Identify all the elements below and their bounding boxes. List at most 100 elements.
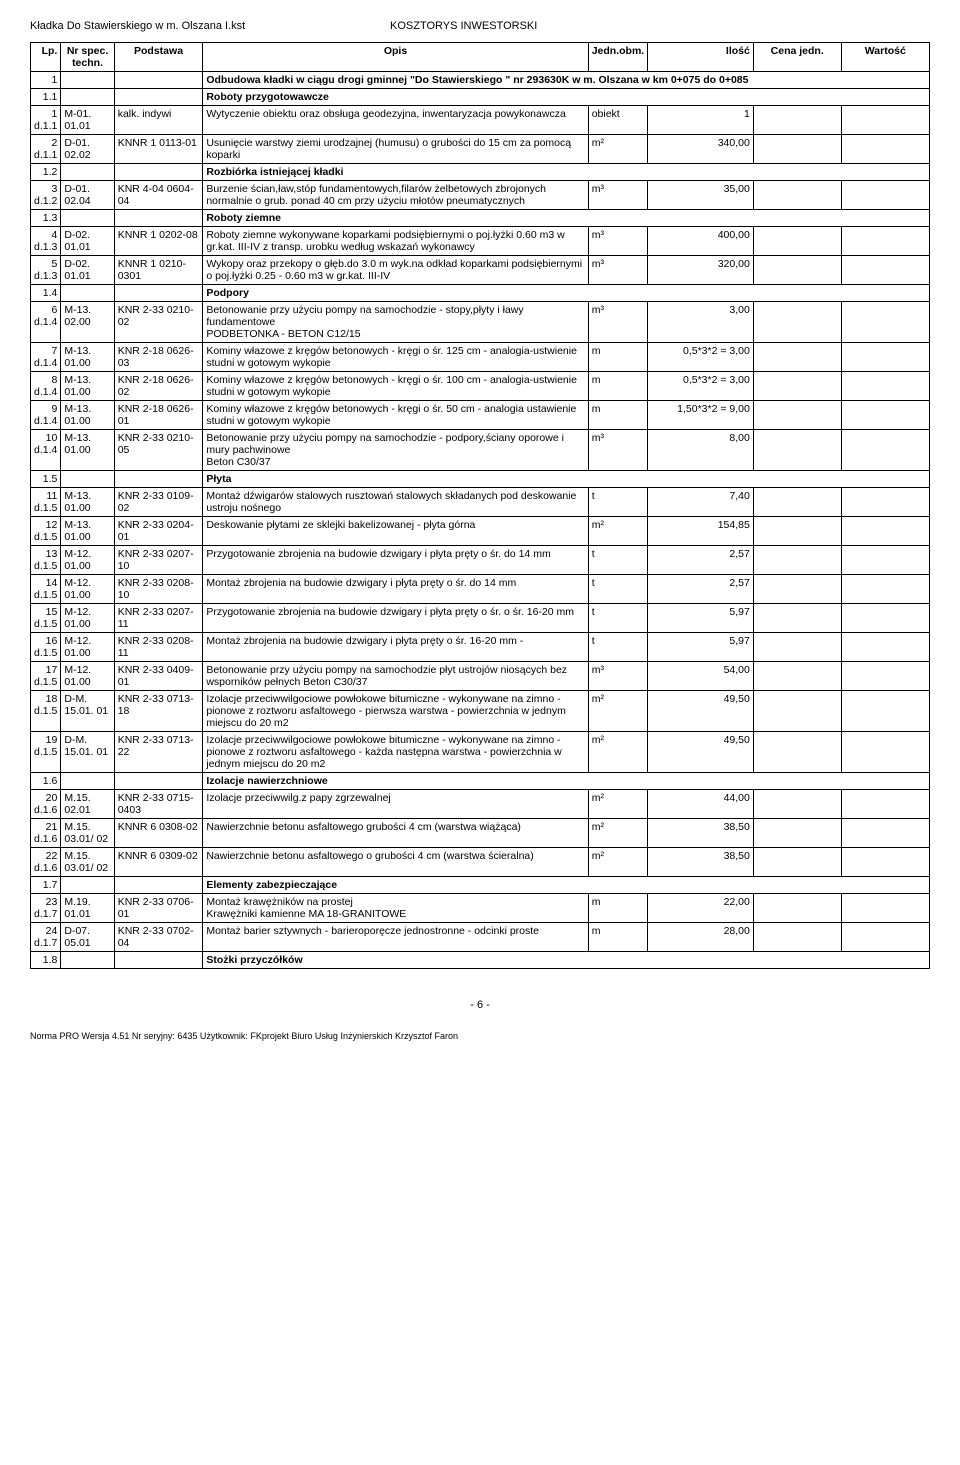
cell-nr: M-12. 01.00: [61, 575, 114, 604]
cell-wartosc: [841, 546, 929, 575]
cell-wartosc: [841, 604, 929, 633]
cell-lp: 13 d.1.5: [31, 546, 61, 575]
cell-lp: 7 d.1.4: [31, 343, 61, 372]
table-row: 20 d.1.6M.15. 02.01KNR 2-33 0715-0403Izo…: [31, 790, 930, 819]
cell-podstawa: kalk. indywi: [114, 106, 203, 135]
table-row: 18 d.1.5D-M. 15.01. 01KNR 2-33 0713-18Iz…: [31, 691, 930, 732]
cell-cena: [753, 575, 841, 604]
cell-cena: [753, 923, 841, 952]
cell-nr: M-12. 01.00: [61, 546, 114, 575]
cell-lp: 17 d.1.5: [31, 662, 61, 691]
cell-podstawa: KNR 2-33 0409-01: [114, 662, 203, 691]
cell-jedn: t: [588, 604, 648, 633]
cell-opis: Izolacje nawierzchniowe: [203, 773, 930, 790]
cell-nr: [61, 210, 114, 227]
cell-nr: M-13. 01.00: [61, 343, 114, 372]
table-row: 24 d.1.7D-07. 05.01KNR 2-33 0702-04Monta…: [31, 923, 930, 952]
cell-cena: [753, 106, 841, 135]
cell-podstawa: KNR 2-33 0204-01: [114, 517, 203, 546]
cell-nr: M-01. 01.01: [61, 106, 114, 135]
cell-nr: M-13. 01.00: [61, 401, 114, 430]
cell-lp: 14 d.1.5: [31, 575, 61, 604]
cell-opis: Montaż dźwigarów stalowych rusztowań sta…: [203, 488, 588, 517]
table-row: 1.6Izolacje nawierzchniowe: [31, 773, 930, 790]
header-left: Kładka Do Stawierskiego w m. Olszana I.k…: [30, 20, 390, 32]
cell-cena: [753, 633, 841, 662]
cell-nr: D-M. 15.01. 01: [61, 732, 114, 773]
cell-podstawa: [114, 72, 203, 89]
cell-nr: M-13. 01.00: [61, 372, 114, 401]
cell-jedn: t: [588, 633, 648, 662]
cell-nr: [61, 877, 114, 894]
cell-podstawa: KNR 2-33 0715-0403: [114, 790, 203, 819]
cell-nr: D-M. 15.01. 01: [61, 691, 114, 732]
cell-ilosc: 5,97: [648, 633, 754, 662]
cell-podstawa: KNNR 1 0210-0301: [114, 256, 203, 285]
table-row: 1 d.1.1M-01. 01.01kalk. indywiWytyczenie…: [31, 106, 930, 135]
cell-ilosc: 49,50: [648, 732, 754, 773]
col-wart: Wartość: [841, 43, 929, 72]
col-jedn: Jedn.obm.: [588, 43, 648, 72]
table-row: 1.2Rozbiórka istniejącej kładki: [31, 164, 930, 181]
cell-ilosc: 340,00: [648, 135, 754, 164]
table-row: 4 d.1.3D-02. 01.01KNNR 1 0202-08Roboty z…: [31, 227, 930, 256]
cell-jedn: obiekt: [588, 106, 648, 135]
cell-podstawa: KNR 2-33 0109-02: [114, 488, 203, 517]
cell-opis: Wykopy oraz przekopy o głęb.do 3.0 m wyk…: [203, 256, 588, 285]
cell-ilosc: 1: [648, 106, 754, 135]
table-row: 12 d.1.5M-13. 01.00KNR 2-33 0204-01Desko…: [31, 517, 930, 546]
cell-jedn: t: [588, 575, 648, 604]
cell-podstawa: KNR 2-33 0210-02: [114, 302, 203, 343]
cell-wartosc: [841, 372, 929, 401]
cell-nr: M-13. 02.00: [61, 302, 114, 343]
cell-ilosc: 49,50: [648, 691, 754, 732]
cell-opis: Rozbiórka istniejącej kładki: [203, 164, 930, 181]
cell-lp: 16 d.1.5: [31, 633, 61, 662]
cell-cena: [753, 819, 841, 848]
cell-lp: 21 d.1.6: [31, 819, 61, 848]
col-nr: Nr spec. techn.: [61, 43, 114, 72]
cell-ilosc: 0,5*3*2 = 3,00: [648, 372, 754, 401]
cell-opis: Deskowanie płytami ze sklejki bakelizowa…: [203, 517, 588, 546]
cell-cena: [753, 372, 841, 401]
cell-ilosc: 7,40: [648, 488, 754, 517]
cell-opis: Nawierzchnie betonu asfaltowego o gruboś…: [203, 848, 588, 877]
cell-opis: Podpory: [203, 285, 930, 302]
table-row: 9 d.1.4M-13. 01.00KNR 2-18 0626-01Kominy…: [31, 401, 930, 430]
cell-cena: [753, 430, 841, 471]
cell-jedn: m²: [588, 517, 648, 546]
cell-podstawa: KNR 2-33 0208-10: [114, 575, 203, 604]
cell-cena: [753, 488, 841, 517]
cell-lp: 20 d.1.6: [31, 790, 61, 819]
cell-opis: Kominy włazowe z kręgów betonowych - krę…: [203, 401, 588, 430]
cell-cena: [753, 401, 841, 430]
cell-nr: M-13. 01.00: [61, 430, 114, 471]
cell-wartosc: [841, 181, 929, 210]
cell-opis: Montaż krawężników na prostej Krawężniki…: [203, 894, 588, 923]
cell-lp: 1.7: [31, 877, 61, 894]
table-row: 6 d.1.4M-13. 02.00KNR 2-33 0210-02Betono…: [31, 302, 930, 343]
cell-ilosc: 38,50: [648, 848, 754, 877]
table-row: 2 d.1.1D-01. 02.02KNNR 1 0113-01Usunięci…: [31, 135, 930, 164]
doc-header: Kładka Do Stawierskiego w m. Olszana I.k…: [30, 20, 930, 32]
cell-nr: [61, 952, 114, 969]
cell-podstawa: KNNR 6 0309-02: [114, 848, 203, 877]
cell-nr: [61, 89, 114, 106]
cell-lp: 4 d.1.3: [31, 227, 61, 256]
cell-lp: 22 d.1.6: [31, 848, 61, 877]
cell-lp: 1.5: [31, 471, 61, 488]
cell-podstawa: KNR 2-33 0207-11: [114, 604, 203, 633]
cell-wartosc: [841, 517, 929, 546]
cell-podstawa: KNNR 1 0113-01: [114, 135, 203, 164]
cell-ilosc: 0,5*3*2 = 3,00: [648, 343, 754, 372]
cell-lp: 1: [31, 72, 61, 89]
cell-podstawa: KNR 2-33 0706-01: [114, 894, 203, 923]
cell-nr: D-02. 01.01: [61, 227, 114, 256]
cell-ilosc: 2,57: [648, 546, 754, 575]
cell-jedn: m²: [588, 848, 648, 877]
cell-opis: Przygotowanie zbrojenia na budowie dzwig…: [203, 546, 588, 575]
table-row: 16 d.1.5M-12. 01.00KNR 2-33 0208-11Monta…: [31, 633, 930, 662]
cell-nr: D-01. 02.04: [61, 181, 114, 210]
cell-lp: 1.8: [31, 952, 61, 969]
cell-opis: Betonowanie przy użyciu pompy na samocho…: [203, 662, 588, 691]
